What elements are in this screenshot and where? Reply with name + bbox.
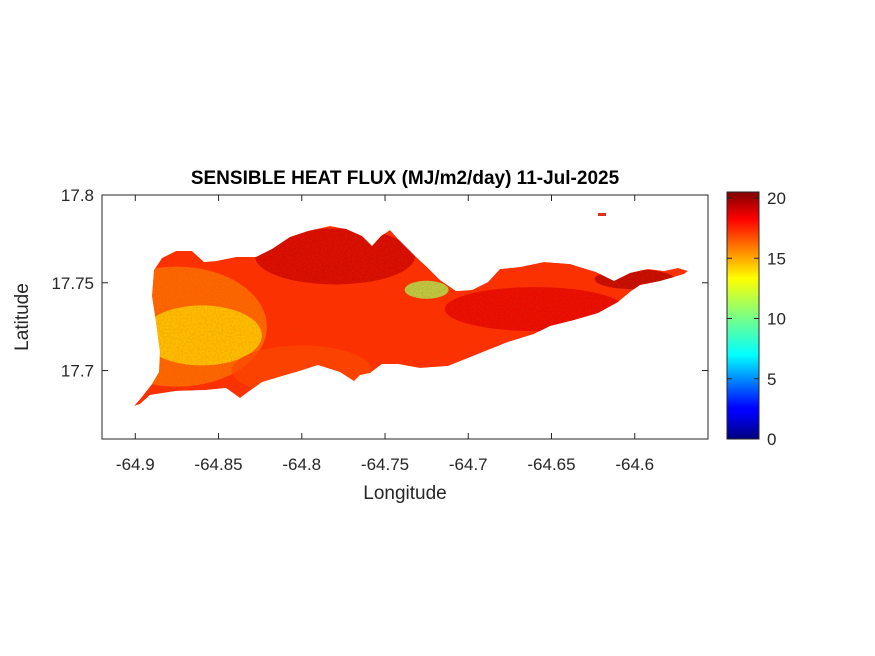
chart-title: SENSIBLE HEAT FLUX (MJ/m2/day) 11-Jul-20… <box>191 168 620 189</box>
y-tick-label: 17.75 <box>51 274 94 293</box>
colorbar-tick-label: 5 <box>767 370 776 389</box>
colorbar: 0 5 10 15 20 <box>726 189 786 449</box>
colorbar-gradient <box>726 191 760 440</box>
y-axis-label: Latitude <box>12 283 33 351</box>
colorbar-tick-label: 0 <box>767 430 776 449</box>
colorbar-tick-label: 15 <box>767 249 786 268</box>
y-tick-label: 17.8 <box>61 186 94 205</box>
y-tick-label: 17.7 <box>61 362 94 381</box>
x-ticks: -64.9 -64.85 -64.8 -64.75 -64.7 -64.65 -64.6 <box>116 195 654 474</box>
x-tick-label: -64.9 <box>116 455 155 474</box>
y-ticks: 17.7 17.75 17.8 <box>51 186 708 381</box>
x-tick-label: -64.7 <box>449 455 488 474</box>
x-tick-label: -64.75 <box>361 455 409 474</box>
islet <box>598 213 606 216</box>
colorbar-ticks: 0 5 10 15 20 <box>727 189 786 449</box>
plot-area: -64.9 -64.85 -64.8 -64.75 -64.7 -64.65 -64.6 1… <box>51 186 709 474</box>
x-tick-label: -64.85 <box>194 455 242 474</box>
colorbar-tick-label: 10 <box>767 310 786 329</box>
x-tick-label: -64.65 <box>527 455 575 474</box>
x-tick-label: -64.8 <box>282 455 321 474</box>
colorbar-tick-label: 20 <box>767 189 786 208</box>
x-axis-label: Longitude <box>363 483 446 504</box>
x-tick-label: -64.6 <box>615 455 654 474</box>
